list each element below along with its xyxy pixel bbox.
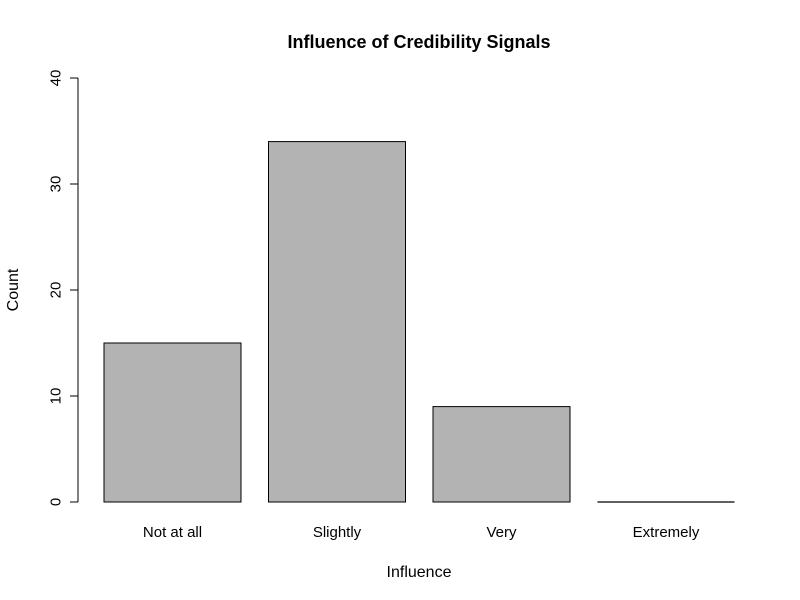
y-axis-label: Count: [5, 268, 22, 311]
category-labels: Not at all Slightly Very Extremely: [143, 524, 700, 541]
x-axis-label: Influence: [387, 564, 452, 581]
y-tick-label: 20: [48, 282, 65, 299]
bars-group: [103, 141, 735, 503]
y-tick-label: 0: [48, 498, 65, 506]
y-axis: 0 10 20 30 40: [48, 70, 79, 506]
bar: [268, 141, 406, 503]
bar: [103, 342, 242, 503]
y-tick-label: 40: [48, 70, 65, 87]
y-tick-label: 30: [48, 176, 65, 193]
bar: [432, 406, 571, 503]
x-category-label: Very: [486, 524, 517, 541]
x-category-label: Not at all: [143, 524, 202, 541]
chart-title: Influence of Credibility Signals: [287, 32, 550, 52]
y-tick-label: 10: [48, 388, 65, 405]
x-category-label: Extremely: [633, 524, 700, 541]
x-category-label: Slightly: [313, 524, 362, 541]
